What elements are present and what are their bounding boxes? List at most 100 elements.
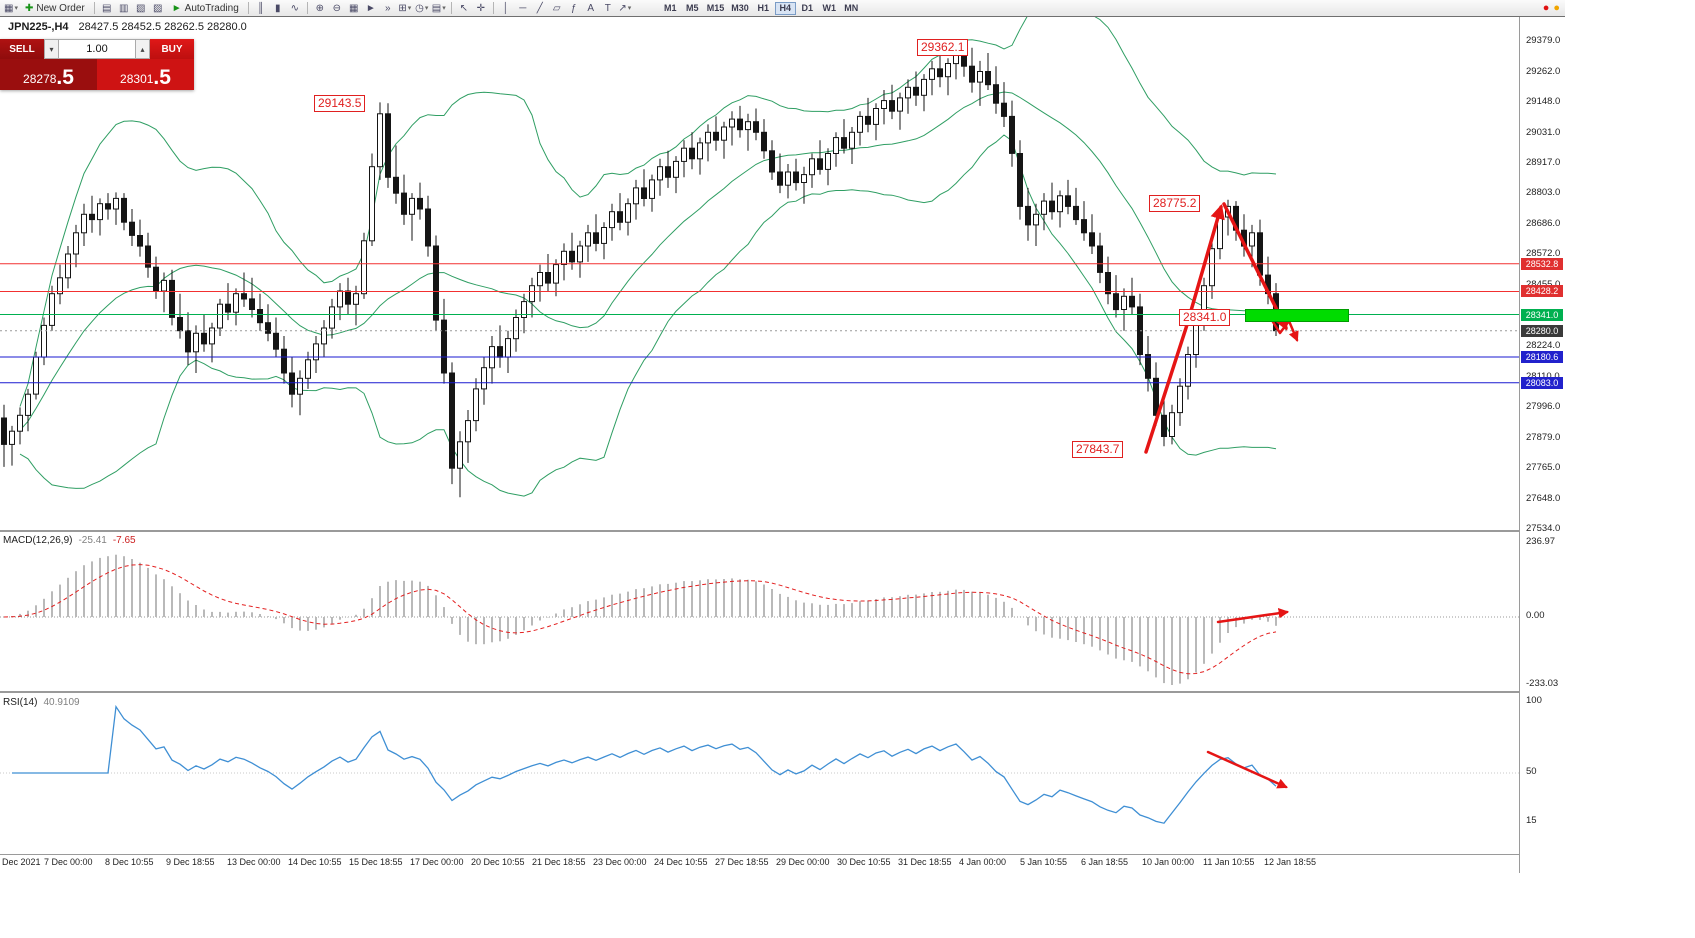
timeframe-button-m15[interactable]: M15 xyxy=(706,3,725,13)
candle-body xyxy=(761,131,767,152)
candle-body xyxy=(1249,232,1255,247)
text-icon[interactable]: A xyxy=(587,2,595,14)
trendline-icon[interactable]: ╱ xyxy=(536,2,543,14)
rsi-indicator-label: RSI(14) 40.9109 xyxy=(3,697,80,708)
timeframe-button-mn[interactable]: MN xyxy=(844,3,859,13)
impulse-up-arrow[interactable] xyxy=(1144,204,1225,454)
panel-separator[interactable] xyxy=(0,530,1520,532)
candle-body xyxy=(297,377,303,395)
candle-body xyxy=(1185,354,1191,387)
timeframe-button-w1[interactable]: W1 xyxy=(822,3,837,13)
price-axis-label: 27996.0 xyxy=(1526,401,1561,412)
auto-scroll-icon[interactable]: ► xyxy=(365,2,376,14)
label-icon[interactable]: T xyxy=(604,2,611,14)
candle-body xyxy=(817,158,823,170)
terminal-icon[interactable]: ▨ xyxy=(153,2,163,14)
zoom-out-icon[interactable]: ⊖ xyxy=(332,2,341,14)
new-chart-icon[interactable]: ▦ ▾ xyxy=(4,2,18,14)
autotrading-button[interactable]: ► AutoTrading xyxy=(167,1,244,16)
volume-decrease-button[interactable]: ▾ xyxy=(44,39,59,59)
buy-button[interactable]: BUY xyxy=(150,39,194,59)
volume-input[interactable] xyxy=(59,39,135,59)
timeframe-button-m30[interactable]: M30 xyxy=(731,3,749,13)
zoom-in-icon[interactable]: ⊕ xyxy=(315,2,324,14)
reversal-down-arrow[interactable] xyxy=(1222,202,1288,331)
vertical-line-icon[interactable]: │ xyxy=(502,2,509,14)
candle-body xyxy=(1105,272,1111,295)
alert-red-icon[interactable]: ● xyxy=(1542,1,1550,14)
candle-body xyxy=(73,232,79,255)
macd-direction-arrow[interactable] xyxy=(1216,608,1290,624)
crosshair-icon[interactable]: ✛ xyxy=(476,2,485,14)
sell-price-display[interactable]: 28278.5 xyxy=(0,59,97,90)
candle-body xyxy=(465,420,471,443)
candle-body xyxy=(1033,213,1039,226)
candle-body xyxy=(993,84,999,104)
autotrading-button-label: AutoTrading xyxy=(184,2,239,14)
candle-body xyxy=(81,213,87,234)
buy-price-display[interactable]: 28301.5 xyxy=(97,59,194,90)
price-callout[interactable]: 29143.5 xyxy=(314,95,366,112)
indicators-icon[interactable]: ⊞ ▾ xyxy=(398,2,412,14)
panel-separator[interactable] xyxy=(0,854,1520,855)
candle-body xyxy=(353,293,359,305)
rsi-direction-arrow[interactable] xyxy=(1206,750,1288,789)
market-watch-icon[interactable]: ▤ xyxy=(102,2,112,14)
candle-body xyxy=(777,171,783,186)
timeframe-button-m5[interactable]: M5 xyxy=(686,3,699,13)
candle-body xyxy=(561,250,567,266)
price-callout[interactable]: 28341.0 xyxy=(1179,309,1231,326)
news-yellow-icon[interactable]: ● xyxy=(1553,1,1560,14)
bar-chart-icon[interactable]: ║ xyxy=(257,2,265,14)
candle-body xyxy=(945,63,951,78)
candle-body xyxy=(617,211,623,223)
entry-zone-rect[interactable] xyxy=(1245,309,1349,322)
arrow-tools-icon[interactable]: ↗ ▾ xyxy=(618,2,632,14)
cursor-icon[interactable]: ↖ xyxy=(459,2,468,14)
chart-shift-icon[interactable]: » xyxy=(384,2,391,14)
candle-body xyxy=(897,97,903,112)
price-chart-canvas[interactable] xyxy=(0,0,1565,938)
data-window-icon[interactable]: ▥ xyxy=(119,2,129,14)
dropdown-caret-icon: ▾ xyxy=(424,5,429,12)
navigator-icon[interactable]: ▧ xyxy=(136,2,146,14)
tile-windows-icon[interactable]: ▦ xyxy=(349,2,359,14)
candle-body xyxy=(553,264,559,284)
rsi-line xyxy=(12,704,1277,824)
price-axis-label: 28686.0 xyxy=(1526,218,1561,229)
rsi-scale-label: 100 xyxy=(1526,695,1542,706)
candle-body xyxy=(593,232,599,244)
fibonacci-icon[interactable]: ƒ xyxy=(570,2,577,14)
price-callout[interactable]: 29362.1 xyxy=(917,39,969,56)
price-axis-label: 28803.0 xyxy=(1526,187,1561,198)
timeframe-button-m1[interactable]: M1 xyxy=(664,3,677,13)
candle-body xyxy=(641,187,647,199)
timeframe-button-d1[interactable]: D1 xyxy=(801,3,814,13)
candle-body xyxy=(689,147,695,160)
timeframe-button-h4[interactable]: H4 xyxy=(774,1,796,15)
horizontal-line-icon[interactable]: ─ xyxy=(519,2,527,14)
timeframe-button-h1[interactable]: H1 xyxy=(757,3,770,13)
line-chart-icon[interactable]: ∿ xyxy=(290,2,299,14)
autotrading-icon: ► xyxy=(171,2,182,14)
sell-button[interactable]: SELL xyxy=(0,39,44,59)
time-axis-label: 7 Dec 00:00 xyxy=(44,857,93,867)
candle-body xyxy=(913,86,919,96)
candlestick-chart-icon[interactable]: ▮ xyxy=(275,2,281,14)
templates-icon[interactable]: ▤ ▾ xyxy=(431,2,446,14)
time-axis-label: Dec 2021 xyxy=(2,857,41,867)
candle-body xyxy=(1177,385,1183,414)
channel-icon[interactable]: ▱ xyxy=(552,2,561,14)
panel-separator[interactable] xyxy=(0,691,1520,693)
new-order-button[interactable]: ✚ New Order xyxy=(20,1,90,16)
candle-body xyxy=(129,221,135,236)
candle-body xyxy=(657,166,663,181)
price-callout[interactable]: 28775.2 xyxy=(1149,195,1201,212)
candle-body xyxy=(441,319,447,374)
price-zigzag-arrow[interactable] xyxy=(1266,312,1299,342)
macd-scale-label: 236.97 xyxy=(1526,536,1556,547)
periods-icon[interactable]: ◷ ▾ xyxy=(415,2,429,14)
time-axis-label: 31 Dec 18:55 xyxy=(898,857,952,867)
price-callout[interactable]: 27843.7 xyxy=(1072,441,1124,458)
volume-increase-button[interactable]: ▴ xyxy=(135,39,150,59)
